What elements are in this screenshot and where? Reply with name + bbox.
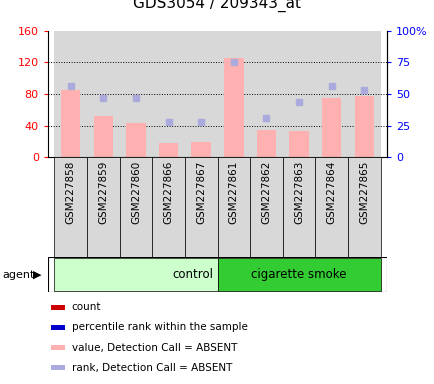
Text: percentile rank within the sample: percentile rank within the sample: [72, 322, 247, 332]
Text: GSM227862: GSM227862: [261, 161, 271, 224]
Bar: [54, 157, 87, 257]
Bar: [93, 116, 113, 157]
Bar: [87, 31, 119, 157]
Bar: [119, 157, 152, 257]
Bar: [289, 131, 308, 157]
Bar: [51, 305, 65, 310]
Bar: [158, 143, 178, 157]
Text: GSM227864: GSM227864: [326, 161, 336, 224]
Bar: [51, 345, 65, 350]
Text: GSM227859: GSM227859: [98, 161, 108, 224]
Bar: [250, 157, 282, 257]
Bar: [217, 258, 380, 291]
Text: GSM227867: GSM227867: [196, 161, 206, 224]
Bar: [217, 31, 250, 157]
Text: GSM227860: GSM227860: [131, 161, 141, 224]
Bar: [321, 98, 341, 157]
Bar: [282, 157, 315, 257]
Text: agent: agent: [2, 270, 34, 280]
Bar: [315, 31, 347, 157]
Bar: [152, 31, 184, 157]
Text: GSM227866: GSM227866: [163, 161, 173, 224]
Text: GDS3054 / 209343_at: GDS3054 / 209343_at: [133, 0, 301, 12]
Bar: [61, 90, 80, 157]
Text: GSM227858: GSM227858: [66, 161, 76, 224]
Text: rank, Detection Call = ABSENT: rank, Detection Call = ABSENT: [72, 363, 231, 373]
Text: GSM227863: GSM227863: [293, 161, 303, 224]
Text: GSM227865: GSM227865: [358, 161, 368, 224]
Text: control: control: [172, 268, 213, 281]
Bar: [152, 157, 184, 257]
Bar: [315, 157, 347, 257]
Bar: [347, 31, 380, 157]
Text: count: count: [72, 302, 101, 312]
Bar: [87, 157, 119, 257]
Text: ▶: ▶: [33, 270, 41, 280]
Bar: [217, 157, 250, 257]
Bar: [54, 258, 217, 291]
Bar: [250, 31, 282, 157]
Bar: [184, 157, 217, 257]
Bar: [354, 96, 373, 157]
Text: value, Detection Call = ABSENT: value, Detection Call = ABSENT: [72, 343, 237, 353]
Bar: [126, 123, 145, 157]
Bar: [224, 58, 243, 157]
Bar: [51, 365, 65, 371]
Bar: [51, 325, 65, 330]
Bar: [256, 130, 276, 157]
Bar: [282, 31, 315, 157]
Bar: [347, 157, 380, 257]
Text: cigarette smoke: cigarette smoke: [251, 268, 346, 281]
Bar: [191, 142, 210, 157]
Bar: [184, 31, 217, 157]
Bar: [54, 31, 87, 157]
Text: GSM227861: GSM227861: [228, 161, 238, 224]
Bar: [119, 31, 152, 157]
